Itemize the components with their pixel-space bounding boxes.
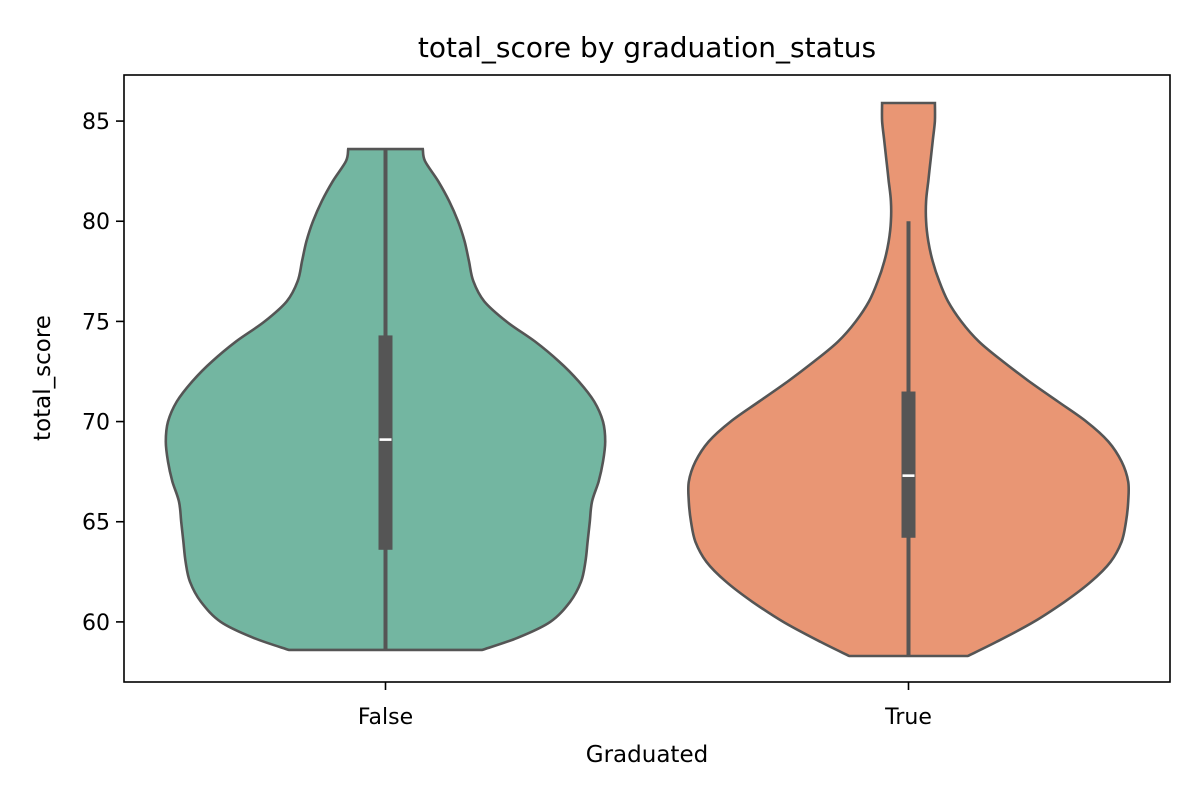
y-tick-label: 65 (82, 511, 110, 536)
violin-group (164, 101, 1131, 658)
y-axis: 60 65 70 75 80 85 (82, 110, 124, 636)
y-tick-label: 75 (82, 310, 110, 335)
y-tick-label: 85 (82, 110, 110, 135)
iqr-box-false (378, 335, 393, 550)
x-axis: False True (358, 682, 932, 730)
x-axis-label: Graduated (586, 742, 708, 768)
x-tick-label: False (358, 705, 413, 730)
plot-frame (123, 74, 1171, 683)
y-tick-label: 60 (82, 611, 110, 636)
iqr-box-true (901, 391, 916, 538)
y-tick-label: 70 (82, 411, 110, 436)
x-tick-label: True (884, 705, 932, 730)
chart-title: total_score by graduation_status (418, 31, 876, 64)
y-axis-label: total_score (30, 315, 56, 441)
y-tick-label: 80 (82, 210, 110, 235)
